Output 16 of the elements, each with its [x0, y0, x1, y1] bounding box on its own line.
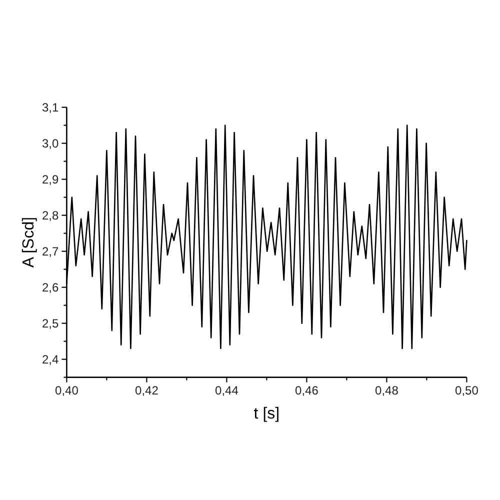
x-tick-label: 0,46 — [295, 383, 319, 398]
y-axis-title: A [Scd] — [20, 216, 38, 268]
y-tick-label: 3,0 — [42, 136, 60, 150]
y-tick-label: 2,9 — [42, 172, 60, 186]
x-tick-label: 0,44 — [215, 383, 239, 398]
y-tick-label: 3,1 — [42, 100, 60, 114]
y-tick-label: 2,6 — [42, 280, 60, 294]
x-tick-label: 0,50 — [455, 383, 479, 398]
x-axis-title: t [s] — [254, 405, 280, 422]
y-tick-label: 2,5 — [42, 316, 60, 330]
x-tick-label: 0,48 — [375, 383, 399, 398]
y-tick-label: 2,4 — [42, 352, 60, 366]
y-tick-label: 2,8 — [42, 208, 60, 222]
x-tick-label: 0,40 — [55, 383, 79, 398]
y-tick-label: 2,7 — [42, 244, 60, 258]
x-tick-label: 0,42 — [135, 383, 159, 398]
